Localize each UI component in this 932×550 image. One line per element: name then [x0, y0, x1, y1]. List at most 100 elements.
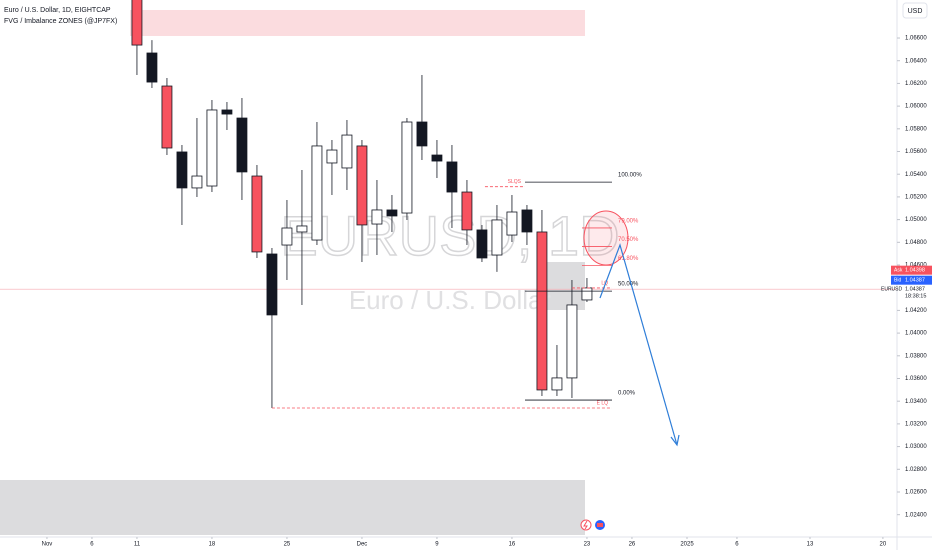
symbol-name: EURUSD	[881, 287, 903, 293]
price-tag-value: 1.04387	[905, 278, 925, 284]
y-tick-label: 1.02400	[905, 512, 927, 518]
candle-body	[221, 109, 233, 115]
liquidity-label: E LQ	[597, 400, 609, 406]
candle-body	[371, 209, 383, 225]
candle-body	[506, 211, 518, 236]
candle-body	[161, 85, 173, 149]
candle-body	[356, 145, 368, 226]
y-tick-label: 1.03200	[905, 421, 927, 427]
x-tick-label: 6	[735, 542, 739, 548]
candle-body	[191, 175, 203, 189]
x-tick-label: 16	[509, 542, 516, 548]
candle-body	[176, 151, 188, 189]
x-tick-label: 11	[134, 542, 141, 548]
x-tick-label: 13	[807, 542, 814, 548]
fib-label: 0.00%	[618, 391, 636, 397]
y-tick-label: 1.03600	[905, 376, 927, 382]
fib-label: 100.00%	[618, 173, 642, 179]
price-tag	[891, 265, 932, 275]
candle-body	[581, 287, 593, 301]
watermark: EURUSD, 1D	[280, 204, 619, 267]
x-tick-label: 25	[284, 542, 291, 548]
liquidity-label: LQ	[601, 280, 608, 286]
candle-body	[326, 149, 338, 164]
currency-label[interactable]: USD	[908, 8, 923, 15]
liquidity-zone	[545, 262, 585, 310]
candle-body	[206, 109, 218, 187]
fib-label: 50.00%	[618, 282, 639, 288]
fib-label: 61.80%	[618, 256, 639, 262]
lightning	[583, 520, 588, 530]
y-tick-label: 1.02600	[905, 490, 927, 496]
candle-body	[131, 0, 143, 46]
y-tick-label: 1.03000	[905, 444, 927, 450]
x-tick-label: 23	[584, 542, 591, 548]
indicator-title: FVG / Imbalance ZONES (@JP7FX)	[4, 18, 117, 25]
candle-body	[446, 161, 458, 193]
candle-body	[551, 377, 563, 391]
y-tick-label: 1.06200	[905, 81, 927, 87]
demand-zone	[0, 480, 585, 535]
candle-body	[476, 229, 488, 259]
candle-body	[146, 52, 158, 83]
x-tick-label: 2025	[680, 542, 694, 548]
chart-title: Euro / U.S. Dollar, 1D, EIGHTCAP	[4, 7, 111, 14]
watermark-subtitle: Euro / U.S. Dollar	[349, 285, 552, 315]
price-tag-value: 1.04398	[905, 268, 925, 274]
symbol-timer: 18:38:15	[905, 294, 926, 300]
candle-body	[521, 209, 533, 233]
candle-body	[401, 121, 413, 214]
y-tick-label: 1.05800	[905, 126, 927, 132]
event-icon[interactable]	[580, 519, 592, 531]
y-tick-label: 1.03800	[905, 353, 927, 359]
x-tick-label: 6	[90, 542, 94, 548]
symbol-price: 1.04387	[905, 287, 925, 293]
candle-body	[251, 175, 263, 253]
y-tick-label: 1.02800	[905, 467, 927, 473]
y-tick-label: 1.06600	[905, 36, 927, 42]
candle-body	[491, 219, 503, 256]
x-tick-label: 9	[435, 542, 439, 548]
fib-label: 70.50%	[618, 237, 639, 243]
supply-zone	[130, 10, 585, 36]
price-tag	[891, 275, 932, 285]
candle-body	[566, 304, 578, 379]
x-tick-label: 18	[209, 542, 216, 548]
y-tick-label: 1.06400	[905, 58, 927, 64]
candle-body	[536, 231, 548, 391]
y-tick-label: 1.05600	[905, 149, 927, 155]
candle-body	[311, 145, 323, 241]
candle-body	[236, 117, 248, 173]
candle-body	[266, 253, 278, 316]
liquidity-label: SLQS	[508, 179, 522, 185]
y-tick-label: 1.04600	[905, 263, 927, 269]
price-tag-name: Ask	[894, 268, 903, 274]
y-tick-label: 1.06000	[905, 104, 927, 110]
flag-stripe	[597, 523, 603, 527]
y-tick-label: 1.04000	[905, 331, 927, 337]
x-tick-label: Nov	[42, 542, 53, 548]
candle-body	[281, 227, 293, 246]
plot: 100.00% 79.00% 70.50% 61.80% 50.00% 0.00% SLQS…	[0, 0, 897, 409]
x-tick-label: 26	[629, 542, 636, 548]
candle-body	[296, 225, 308, 233]
candle-body	[416, 121, 428, 147]
arrow-head	[670, 434, 680, 447]
y-tick-label: 1.05000	[905, 217, 927, 223]
target-ellipse	[583, 210, 629, 266]
fib-label: 79.00%	[618, 218, 639, 224]
y-tick-label: 1.04800	[905, 240, 927, 246]
y-tick-label: 1.03400	[905, 399, 927, 405]
candle-body	[341, 134, 353, 169]
candle-body	[386, 209, 398, 217]
y-tick-label: 1.05400	[905, 172, 927, 178]
price-tag-name: Bid	[894, 278, 901, 284]
currency-button[interactable]	[902, 2, 928, 19]
y-tick-label: 1.04200	[905, 308, 927, 314]
candle-body	[461, 191, 473, 231]
candle-body	[431, 154, 443, 162]
x-tick-label: Dec	[357, 542, 368, 548]
x-tick-label: 20	[880, 542, 887, 548]
